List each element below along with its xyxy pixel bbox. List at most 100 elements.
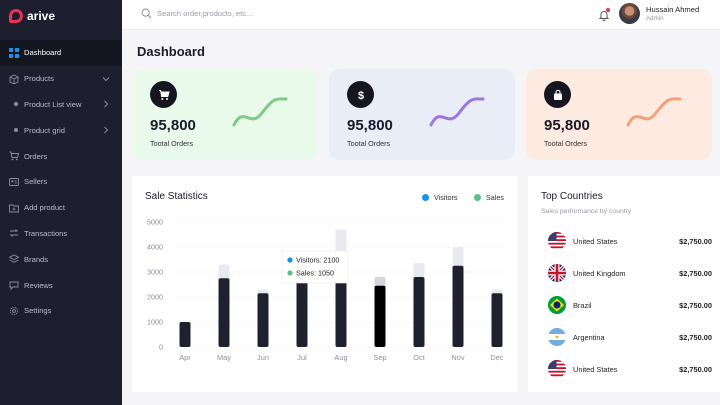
country-row[interactable]: Argentina $2,750.00: [548, 327, 712, 347]
sidebar-item-label: Orders: [24, 151, 48, 161]
legend-swatch: [474, 194, 481, 201]
legend-visitors[interactable]: Visitors: [422, 193, 457, 202]
y-tick-label: 1000: [147, 318, 163, 327]
id-card-icon: [9, 177, 19, 187]
sidebar-item-label: Reviews: [24, 280, 53, 290]
sidebar-item-products[interactable]: Products: [0, 66, 122, 92]
x-tick-label: Sep: [373, 353, 386, 362]
panel-title: Sale Statistics: [145, 191, 208, 202]
y-tick-label: 5000: [147, 218, 163, 227]
user-name[interactable]: Hussain Ahmed: [646, 5, 700, 14]
legend-label: Visitors: [434, 193, 458, 202]
bullet-icon: [14, 128, 18, 133]
sidebar-item-add-product[interactable]: Add product: [0, 195, 122, 221]
country-name: Argentina: [573, 332, 605, 342]
x-tick-label: May: [217, 353, 231, 362]
y-tick-label: 3000: [147, 268, 163, 277]
stat-card-orders[interactable]: 95,800 Tootal Orders: [132, 69, 318, 160]
y-tick-label: 0: [159, 343, 163, 352]
bar-sales: [491, 293, 503, 347]
search-input[interactable]: [157, 9, 357, 18]
folder-plus-icon: [9, 203, 19, 213]
bar-sales: [296, 278, 308, 347]
sidebar-nav: Dashboard Products Product List view Pro…: [0, 40, 122, 324]
stat-card-products[interactable]: 95,800 Tootal Orders: [526, 69, 712, 160]
sidebar-item-product-grid[interactable]: Product grid: [0, 117, 122, 143]
chart-svg: 5000 4000 3000 2000 1000 0 Apr May Jun Jul Aug Sep O…: [147, 218, 504, 362]
sidebar-item-label: Product grid: [24, 125, 65, 135]
country-amount: $2,750.00: [679, 364, 712, 374]
sidebar-item-settings[interactable]: Settings: [0, 298, 122, 324]
top-header: Hussain Ahmed Admin: [122, 0, 720, 30]
country-name: United Kingdom: [573, 268, 626, 278]
stat-label: Tootal Orders: [347, 139, 391, 148]
x-tick-label: Apr: [179, 353, 191, 362]
country-amount: $2,750.00: [679, 268, 712, 278]
sidebar-item-label: Brands: [24, 254, 49, 264]
legend-label: Sales: [486, 193, 504, 202]
legend-sales[interactable]: Sales: [474, 193, 504, 202]
x-tick-label: Oct: [413, 353, 425, 362]
chevron-down-icon: [102, 76, 110, 81]
sidebar-item-transactions[interactable]: Transactions: [0, 221, 122, 247]
chat-icon: [9, 280, 19, 291]
stat-value: 95,800: [150, 117, 196, 134]
country-name: United States: [573, 364, 618, 374]
bar-sales: [452, 265, 464, 347]
x-tick-label: Jul: [297, 353, 307, 362]
page-title: Dashboard: [137, 44, 205, 59]
tooltip-sales: Sales: 1050: [296, 269, 334, 278]
country-row[interactable]: Brazil $2,750.00: [548, 295, 712, 315]
bar-sales: [374, 285, 386, 347]
search-bar[interactable]: [141, 8, 357, 19]
dollar-icon: $: [347, 81, 374, 108]
avatar[interactable]: [619, 3, 640, 24]
y-tick-label: 2000: [147, 293, 163, 302]
sidebar-item-label: Sellers: [24, 177, 48, 187]
stat-label: Tootal Orders: [544, 139, 588, 148]
legend-swatch: [422, 194, 429, 201]
sidebar-item-brands[interactable]: Brands: [0, 246, 122, 272]
chevron-right-icon: [104, 101, 109, 108]
sidebar-item-label: Add product: [24, 203, 65, 213]
stat-card-revenue[interactable]: $ 95,800 Tootal Orders: [329, 69, 515, 160]
brazil-flag-icon: [548, 296, 566, 314]
bar-sales: [257, 293, 269, 347]
sidebar-item-dashboard[interactable]: Dashboard: [0, 40, 122, 66]
stat-label: Tootal Orders: [150, 139, 194, 148]
bar-sales: [179, 322, 191, 347]
argentina-flag-icon: [548, 328, 566, 346]
sidebar-item-label: Settings: [24, 306, 52, 316]
country-name: Brazil: [573, 300, 592, 310]
arrows-icon: [9, 228, 19, 238]
svg-text:$: $: [357, 90, 363, 101]
country-row[interactable]: United Kingdom $2,750.00: [548, 263, 712, 283]
tooltip-visitors-dot: [287, 257, 293, 263]
sidebar-item-reviews[interactable]: Reviews: [0, 272, 122, 298]
panel-title: Top Countries: [541, 191, 603, 202]
bar-sales: [218, 278, 230, 347]
country-row[interactable]: United States $2,750.00: [548, 359, 712, 379]
trend-line: [232, 97, 288, 127]
bag-icon: [544, 81, 571, 108]
y-tick-label: 4000: [147, 243, 163, 252]
sidebar-item-sellers[interactable]: Sellers: [0, 169, 122, 195]
stat-value: 95,800: [347, 117, 393, 134]
logo-icon: [9, 9, 23, 23]
user-role: Admin: [646, 15, 664, 22]
brand-logo[interactable]: arive: [9, 8, 55, 24]
bullet-icon: [14, 102, 18, 107]
bell-icon: [598, 11, 610, 21]
x-tick-label: Nov: [451, 353, 464, 362]
notifications-button[interactable]: [598, 8, 610, 21]
country-row[interactable]: United States $2,750.00: [548, 231, 712, 251]
gear-icon: [9, 306, 19, 316]
uk-flag-icon: [548, 264, 566, 282]
sidebar-item-label: Transactions: [24, 228, 68, 238]
sidebar-item-orders[interactable]: Orders: [0, 143, 122, 169]
search-icon: [141, 8, 152, 19]
trend-line: [626, 97, 682, 127]
sidebar: arive Dashboard Products Product List vi…: [0, 0, 122, 405]
sale-statistics-panel: Sale Statistics Visitors Sales 5000 4000 3…: [132, 176, 518, 392]
sidebar-item-product-list-view[interactable]: Product List view: [0, 92, 122, 118]
